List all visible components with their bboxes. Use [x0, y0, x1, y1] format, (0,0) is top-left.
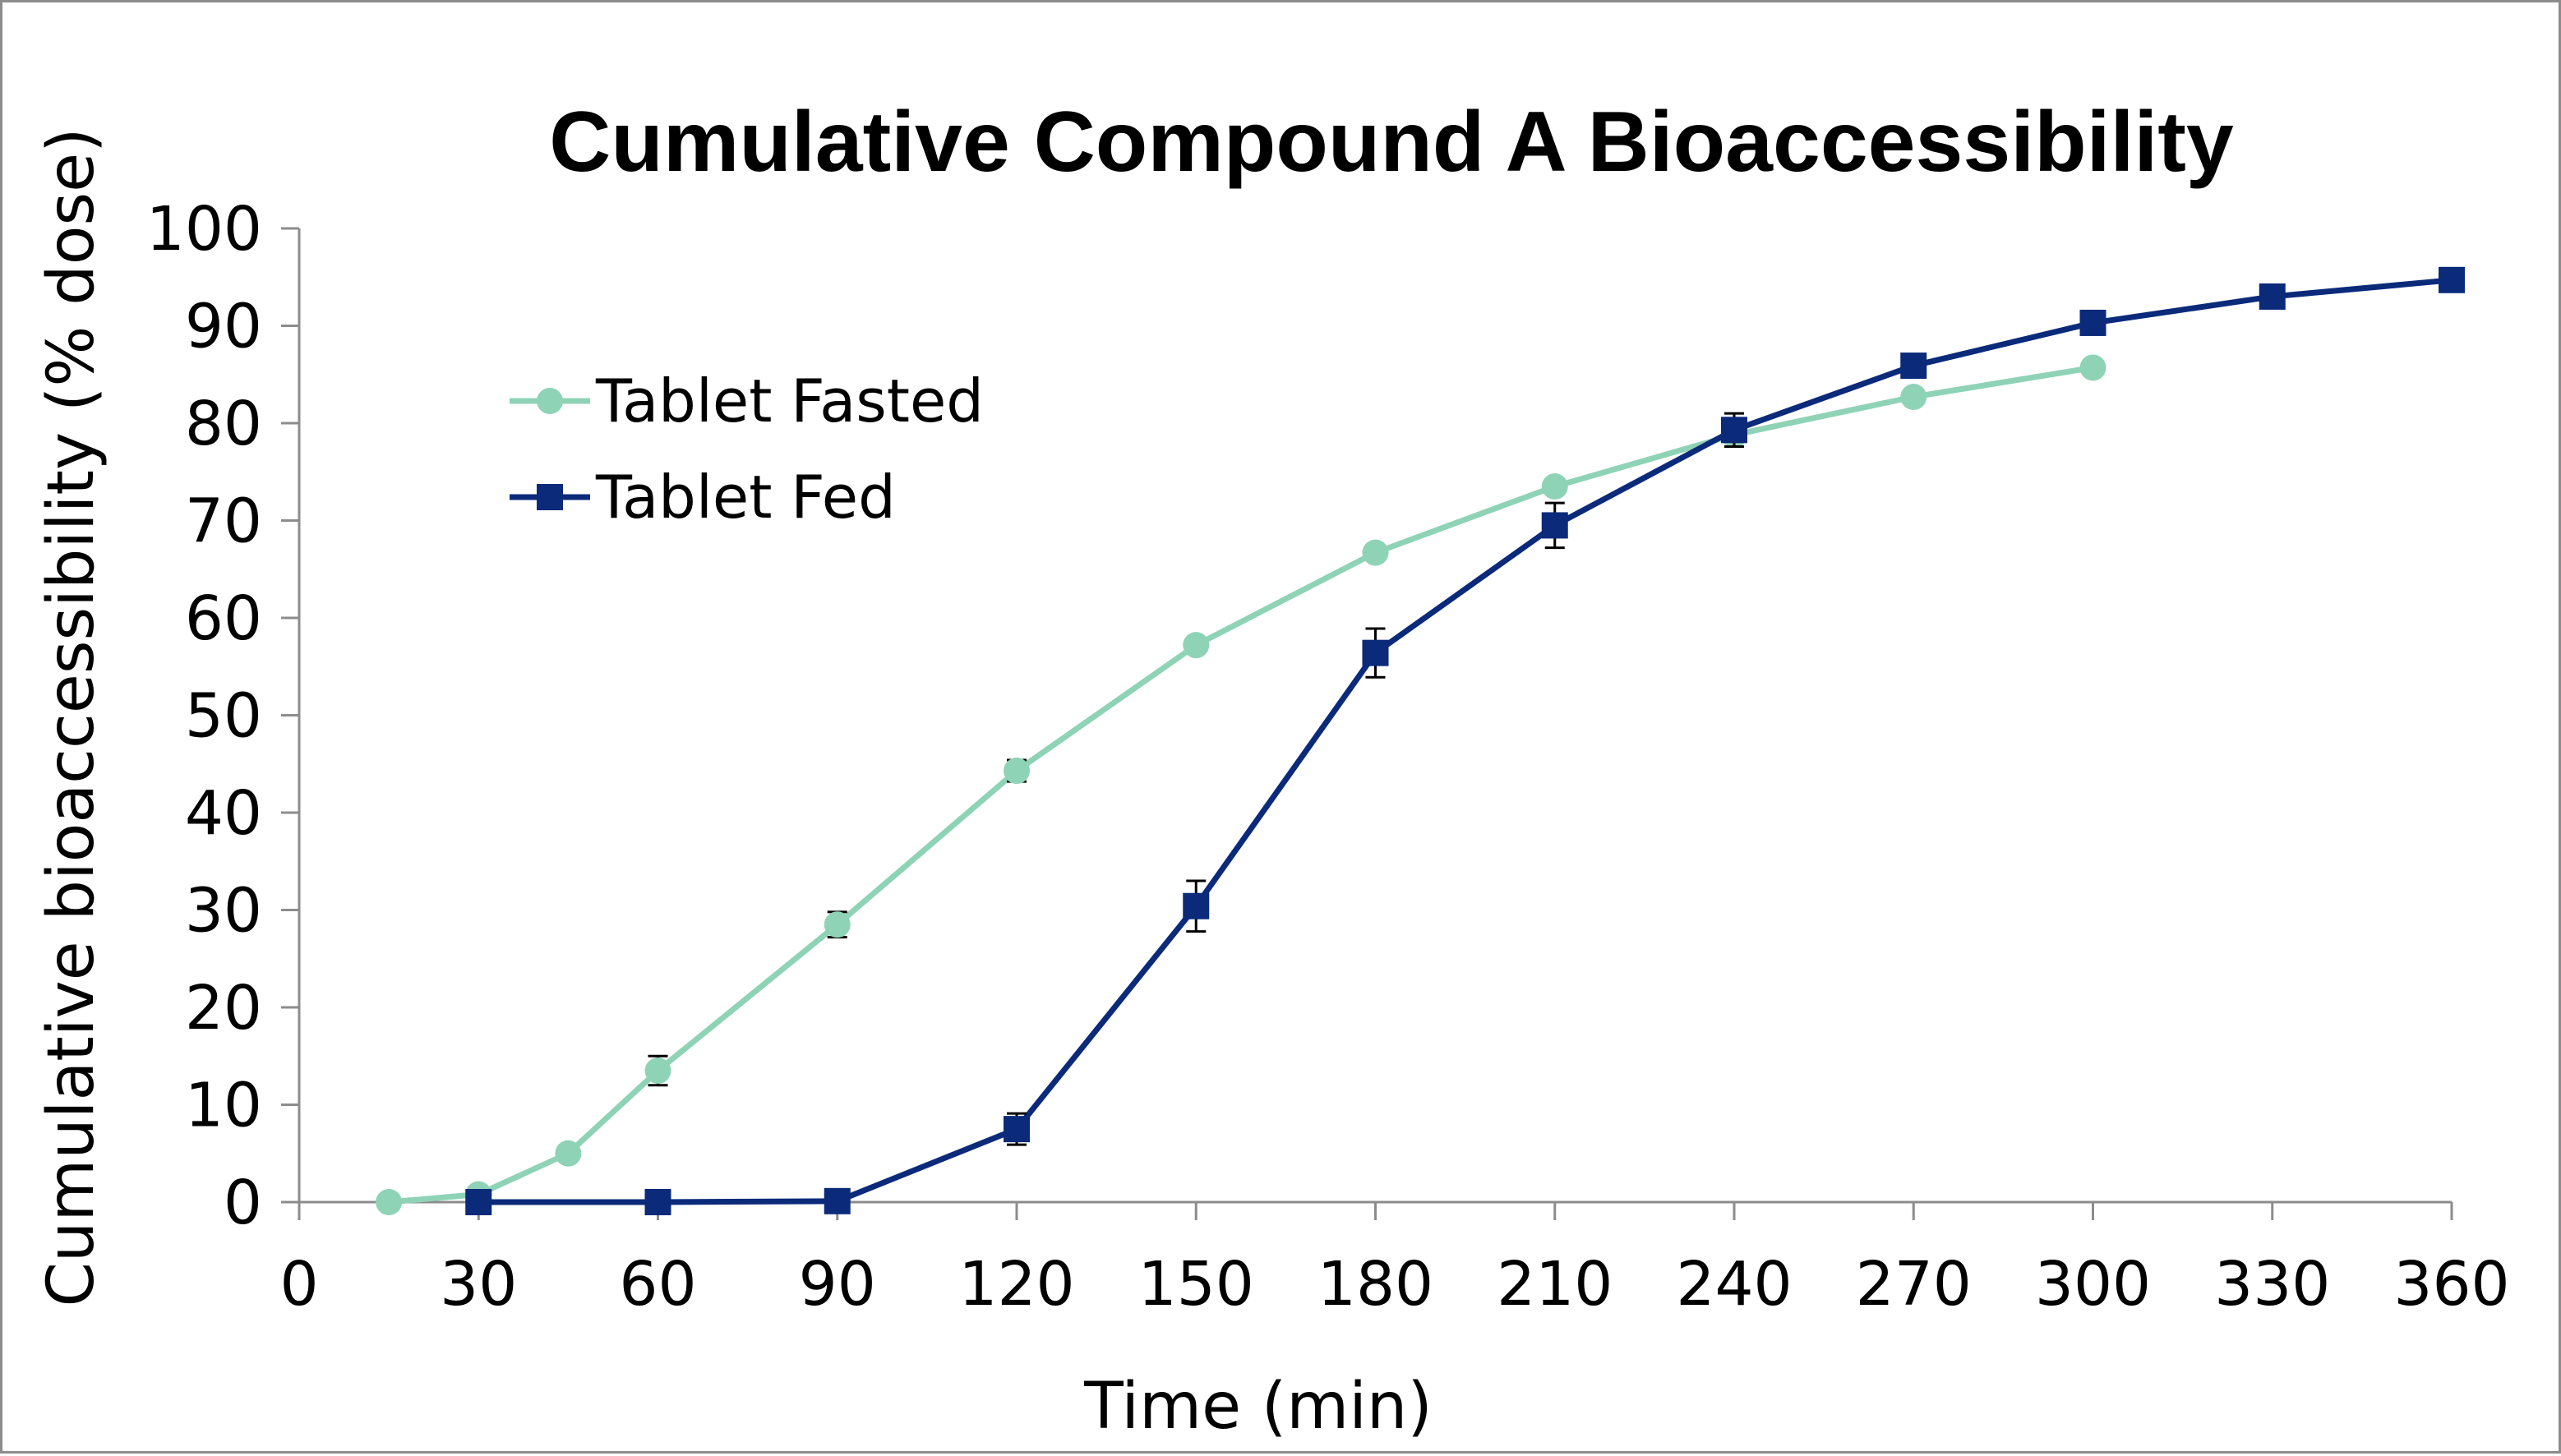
plot-area — [376, 266, 2465, 1215]
data-point — [644, 1057, 671, 1085]
data-point — [1362, 639, 1389, 666]
x-tick-label: 30 — [440, 1249, 517, 1320]
x-tick-label: 150 — [1138, 1249, 1254, 1320]
x-tick-label: 60 — [619, 1249, 696, 1320]
y-tick-label: 90 — [185, 292, 262, 362]
y-tick-label: 10 — [185, 1071, 262, 1141]
data-point — [824, 1187, 851, 1214]
y-tick-label: 0 — [224, 1168, 262, 1238]
y-tick-label: 60 — [185, 583, 262, 654]
axes: 0 30 60 90 120 150 180 210 240 270 300 330 360 0 10 20 3… — [146, 194, 2510, 1320]
data-point — [1183, 892, 1210, 919]
y-tick-label: 70 — [185, 486, 262, 557]
y-tick-label: 80 — [185, 389, 262, 459]
y-tick-label: 100 — [146, 194, 262, 265]
data-point — [1900, 384, 1927, 411]
series-line — [478, 277, 2453, 1205]
x-tick-label: 330 — [2214, 1249, 2330, 1320]
chart-title: Cumulative Compound A Bioaccessibility — [549, 94, 2234, 190]
data-point — [465, 1189, 492, 1215]
y-tick-label: 40 — [185, 778, 262, 849]
data-point — [824, 911, 851, 938]
data-point — [2259, 283, 2286, 310]
y-tick-label: 30 — [185, 876, 262, 947]
data-point — [2079, 309, 2106, 336]
x-tick-label: 270 — [1856, 1249, 1972, 1320]
data-point — [1721, 417, 1747, 444]
legend-item-tablet-fed: Tablet Fed — [510, 463, 896, 532]
x-tick-label: 210 — [1497, 1249, 1613, 1320]
y-tick-label: 50 — [185, 681, 262, 752]
x-tick-label: 300 — [2035, 1249, 2151, 1320]
x-tick-label: 0 — [279, 1249, 318, 1320]
legend-label: Tablet Fasted — [595, 366, 984, 435]
legend-label: Tablet Fed — [595, 463, 896, 532]
data-point — [2439, 266, 2465, 293]
x-tick-label: 180 — [1317, 1249, 1433, 1320]
legend-swatch-marker — [537, 484, 563, 510]
y-tick-label: 20 — [185, 973, 262, 1044]
legend-item-tablet-fasted: Tablet Fasted — [510, 366, 984, 435]
data-point — [376, 1189, 403, 1215]
y-axis-label: Cumulative bioaccessibility (% dose) — [35, 127, 108, 1306]
data-point — [644, 1189, 671, 1215]
data-point — [1541, 512, 1568, 539]
legend: Tablet Fasted Tablet Fed — [510, 366, 984, 532]
data-point — [555, 1140, 582, 1167]
data-point — [1004, 1116, 1030, 1143]
x-tick-label: 360 — [2393, 1249, 2509, 1320]
data-point — [2079, 354, 2106, 381]
data-point — [1541, 473, 1568, 500]
series-tablet-fed — [465, 266, 2465, 1215]
x-tick-label: 240 — [1676, 1249, 1792, 1320]
data-point — [1900, 352, 1927, 380]
x-axis-label: Time (min) — [1083, 1370, 1433, 1444]
legend-swatch-marker — [537, 388, 563, 414]
data-point — [1362, 539, 1389, 566]
series-line — [388, 365, 2094, 1205]
data-point — [1004, 758, 1030, 785]
x-tick-label: 90 — [799, 1249, 876, 1320]
x-tick-label: 120 — [958, 1249, 1074, 1320]
data-point — [1183, 632, 1210, 659]
